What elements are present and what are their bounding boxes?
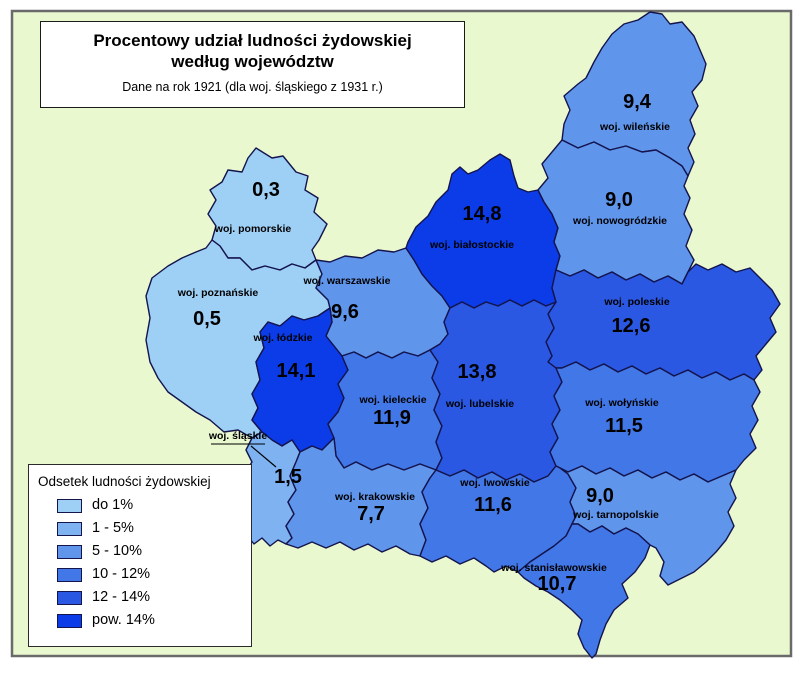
- legend-item: 10 - 12%: [57, 566, 251, 582]
- map-title-line1: Procentowy udział ludności żydowskiej: [93, 31, 412, 50]
- region-name-poznanskie: woj. poznańskie: [177, 287, 259, 299]
- map-subtitle: Dane na rok 1921 (dla woj. śląskiego z 1…: [122, 80, 383, 94]
- region-name-tarnopolskie: woj. tarnopolskie: [572, 509, 659, 521]
- legend-item-label: pow. 14%: [92, 612, 155, 628]
- title-box: Procentowy udział ludności żydowskiej we…: [40, 21, 465, 108]
- callout-leader-line: [250, 445, 277, 468]
- region-value-tarnopolskie: 9,0: [586, 485, 614, 507]
- region-value-poleskie: 12,6: [612, 315, 651, 337]
- region-value-lubelskie: 13,8: [458, 361, 497, 383]
- region-value-krakowskie: 7,7: [357, 503, 385, 525]
- legend-swatch: [57, 544, 82, 559]
- legend-item: 12 - 14%: [57, 589, 251, 605]
- region-name-stanislawowskie: woj. stanisławowskie: [500, 562, 607, 574]
- region-value-poznanskie: 0,5: [193, 308, 221, 330]
- region-value-wilenskie: 9,4: [623, 91, 652, 113]
- legend-swatch: [57, 613, 82, 628]
- region-name-bialostockie: woj. białostockie: [429, 239, 514, 251]
- legend-item: pow. 14%: [57, 612, 251, 628]
- region-name-wilenskie: woj. wileńskie: [599, 121, 670, 133]
- legend-item: 1 - 5%: [57, 520, 251, 536]
- region-value-stanislawowskie: 10,7: [538, 573, 577, 595]
- legend-item-label: do 1%: [92, 497, 134, 513]
- region-poleskie: [545, 263, 781, 381]
- region-value-wolynskie: 11,5: [605, 415, 643, 437]
- region-name-poleskie: woj. poleskie: [603, 296, 670, 308]
- region-name-lodzkie: woj. łódzkie: [253, 332, 313, 344]
- region-value-lwowskie: 11,6: [474, 494, 512, 516]
- region-name-krakowskie: woj. krakowskie: [334, 491, 415, 503]
- region-wolynskie: [549, 361, 761, 483]
- region-name-lubelskie: woj. lubelskie: [445, 398, 514, 410]
- region-nowogrodzkie: [537, 139, 695, 285]
- legend-items: do 1% 1 - 5% 5 - 10% 10 - 12% 12 - 14% pow. 1…: [29, 497, 251, 628]
- legend-item-label: 10 - 12%: [92, 566, 151, 582]
- legend-title: Odsetek ludności żydowskiej: [38, 474, 211, 489]
- region-stanislawowskie: [517, 523, 651, 659]
- region-value-warszawskie: 9,6: [331, 301, 359, 323]
- region-name-kieleckie: woj. kieleckie: [358, 394, 426, 406]
- region-name-slaskie-callout: woj. śląskie: [208, 430, 268, 442]
- region-name-warszawskie: woj. warszawskie: [303, 275, 391, 287]
- region-name-nowogrodzkie: woj. nowogródzkie: [572, 215, 667, 227]
- legend-swatch: [57, 567, 82, 582]
- region-value-bialostockie: 14,8: [463, 203, 502, 225]
- region-value-slaskie: 1,5: [274, 466, 302, 488]
- region-value-lodzkie: 14,1: [277, 360, 316, 382]
- region-name-wolynskie: woj. wołyńskie: [584, 397, 659, 409]
- legend-item: 5 - 10%: [57, 543, 251, 559]
- legend-item: do 1%: [57, 497, 251, 513]
- map-title-line2: według województw: [171, 52, 334, 71]
- region-value-kieleckie: 11,9: [373, 407, 411, 429]
- region-name-lwowskie: woj. lwowskie: [459, 477, 530, 489]
- legend-swatch: [57, 498, 82, 513]
- legend-swatch: [57, 590, 82, 605]
- legend-swatch: [57, 521, 82, 536]
- region-value-nowogrodzkie: 9,0: [605, 189, 633, 211]
- legend-item-label: 5 - 10%: [92, 543, 142, 559]
- region-lubelskie: [429, 299, 563, 483]
- legend-box: Odsetek ludności żydowskiej do 1% 1 - 5% 5…: [28, 464, 252, 647]
- region-value-pomorskie: 0,3: [252, 179, 280, 201]
- legend-item-label: 12 - 14%: [92, 589, 151, 605]
- region-name-pomorskie: woj. pomorskie: [214, 223, 292, 235]
- legend-item-label: 1 - 5%: [92, 520, 134, 536]
